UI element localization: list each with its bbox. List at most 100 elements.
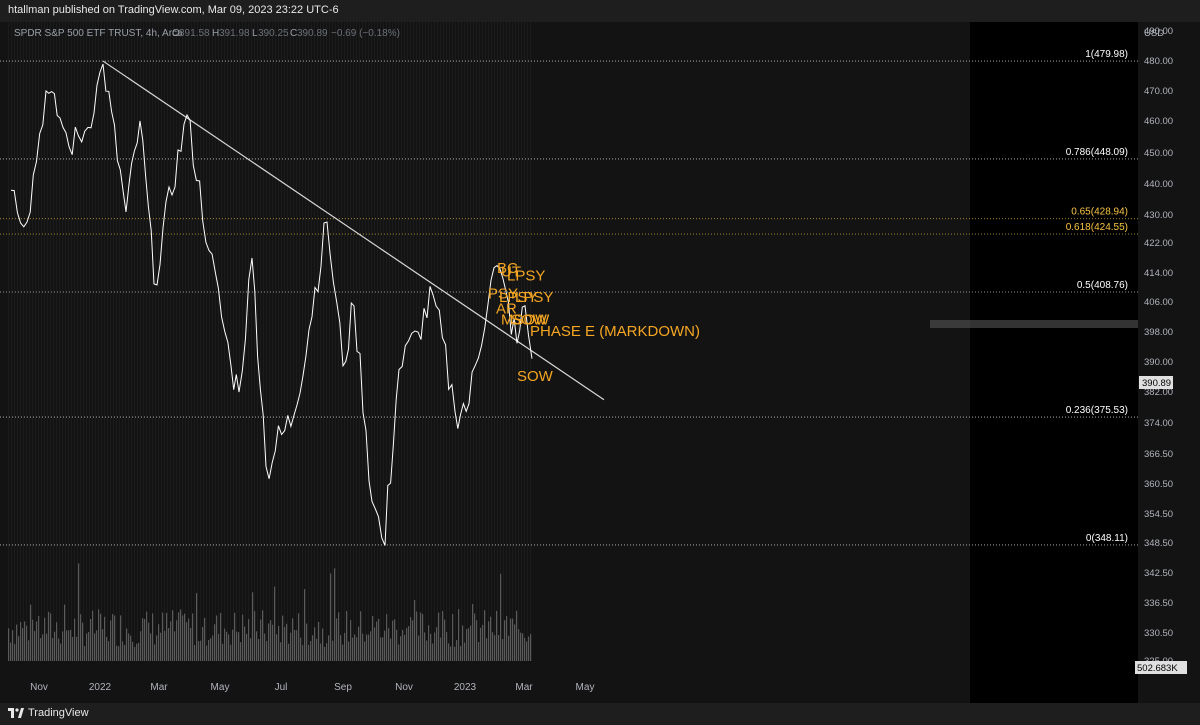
stripe (458, 22, 459, 661)
volume-bar (528, 636, 530, 661)
volume-bar (36, 621, 38, 661)
volume-bar (476, 620, 478, 661)
volume-bar (486, 638, 488, 661)
stripe (56, 22, 57, 661)
stripe (29, 22, 30, 661)
wyckoff-label: SOW (511, 312, 548, 329)
volume-bar (124, 645, 126, 661)
volume-bar (450, 646, 452, 661)
stripe (344, 22, 345, 661)
volume-bar (316, 638, 318, 661)
volume-bar (88, 632, 90, 661)
volume-bar (384, 630, 386, 661)
price-chart[interactable]: 1(479.98) 0.786(448.09) 0.65(428.94) 0.618(… (0, 22, 1200, 703)
volume-bar (110, 620, 112, 661)
volume-bar (420, 612, 422, 661)
stripe (50, 22, 51, 661)
stripe (332, 22, 333, 661)
stripe (47, 22, 48, 661)
volume-bar (514, 624, 516, 661)
volume-bar (484, 610, 486, 661)
stripe (290, 22, 291, 661)
ohlc-readout: O 391.58 H 391.98 L 390.25 C 390.89 −0.6… (172, 28, 400, 39)
stripe (170, 22, 171, 661)
stripe (425, 22, 426, 661)
volume-bar (354, 634, 356, 661)
volume-bar (230, 644, 232, 661)
volume-bar (40, 638, 42, 661)
stripe (134, 22, 135, 661)
volume-bar (24, 621, 26, 661)
stripe (335, 22, 336, 661)
volume-bar (186, 622, 188, 661)
volume-bar (364, 641, 366, 661)
volume-bar (454, 646, 456, 661)
volume-bar (466, 628, 468, 661)
volume-bar (456, 640, 458, 661)
stripe (164, 22, 165, 661)
volume-bar (32, 619, 34, 661)
stripe (311, 22, 312, 661)
stripe (398, 22, 399, 661)
volume-bar (412, 620, 414, 661)
volume-bar (300, 637, 302, 661)
brand[interactable]: TradingView (8, 707, 89, 719)
volume-bar (390, 638, 392, 661)
stripe (503, 22, 504, 661)
stripe (287, 22, 288, 661)
volume-bar (308, 645, 310, 661)
stripe (59, 22, 60, 661)
volume-bar (304, 589, 306, 661)
volume-bar (358, 626, 360, 661)
volume-bar (50, 613, 52, 661)
volume-bar (284, 626, 286, 661)
x-tick-label: May (576, 682, 595, 693)
volume-bar (104, 616, 106, 661)
volume-bar (154, 644, 156, 661)
stripe (110, 22, 111, 661)
volume-bar (478, 642, 480, 661)
volume-bar (294, 629, 296, 661)
volume-bar (196, 593, 198, 661)
volume-bar (460, 646, 462, 661)
volume-bar (396, 629, 398, 661)
volume-bar (500, 573, 502, 661)
currency-label: USD (1144, 28, 1164, 39)
wyckoff-label: LPSY (507, 267, 545, 284)
volume-bar (162, 612, 164, 661)
stripe (527, 22, 528, 661)
fib-label: 0.65(428.94) (1071, 207, 1128, 218)
volume-bar (414, 599, 416, 661)
stripe (377, 22, 378, 661)
stripe (434, 22, 435, 661)
wyckoff-label: LPSY (499, 289, 537, 306)
x-tick-label: 2023 (454, 682, 477, 693)
stripe (116, 22, 117, 661)
stripe (494, 22, 495, 661)
volume-bar (410, 617, 412, 661)
fib-label: 0.5(408.76) (1077, 280, 1128, 291)
stripe (86, 22, 87, 661)
stripe (491, 22, 492, 661)
y-tick-label: 460.00 (1144, 116, 1173, 127)
x-tick-label: Mar (515, 682, 533, 693)
volume-bar (270, 620, 272, 661)
x-tick-label: Nov (395, 682, 413, 693)
volume-bar (188, 618, 190, 661)
volume-bar (192, 613, 194, 661)
volume-bar (66, 630, 68, 661)
stripe (515, 22, 516, 661)
volume-bar (126, 628, 128, 661)
stripe (62, 22, 63, 661)
fib-label: 1(479.98) (1085, 49, 1128, 60)
volume-bar (170, 621, 172, 661)
volume-bar (86, 633, 88, 661)
stripe (317, 22, 318, 661)
stripe (338, 22, 339, 661)
volume-bar (22, 628, 24, 661)
volume-bar (240, 642, 242, 661)
volume-bar (470, 625, 472, 661)
volume-bar (206, 645, 208, 661)
volume-bar (330, 573, 332, 661)
stripe (302, 22, 303, 661)
